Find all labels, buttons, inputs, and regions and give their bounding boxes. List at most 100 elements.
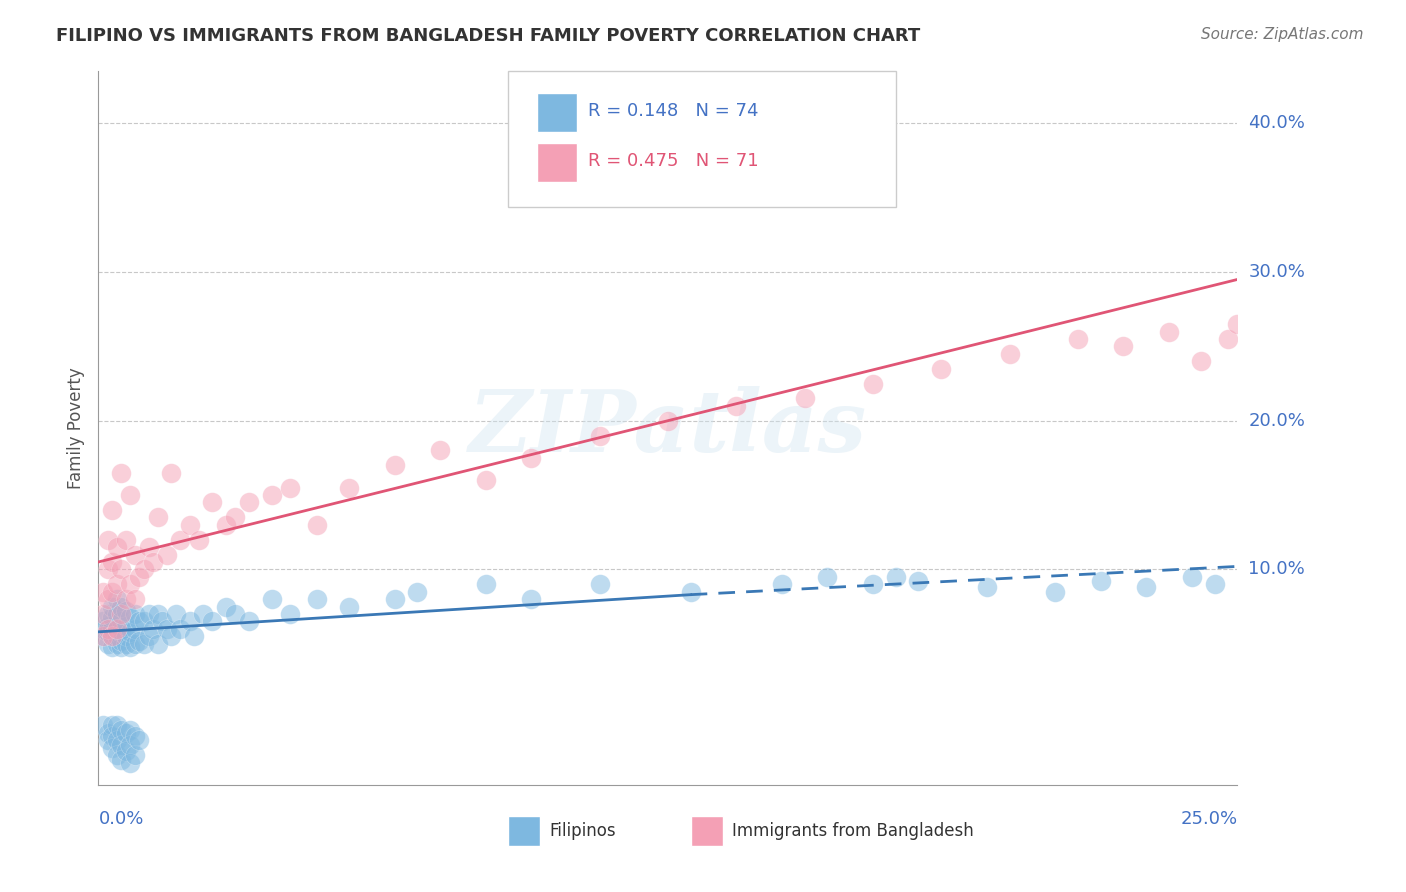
Point bbox=[96, 637, 118, 651]
Point bbox=[124, 607, 146, 621]
Point bbox=[187, 533, 209, 547]
Point bbox=[588, 577, 610, 591]
Point bbox=[96, 619, 118, 633]
Point bbox=[132, 637, 155, 651]
Point bbox=[169, 533, 191, 547]
Text: Family Poverty: Family Poverty bbox=[66, 368, 84, 489]
Point bbox=[862, 577, 884, 591]
Point bbox=[193, 607, 215, 621]
Point bbox=[96, 726, 118, 740]
Point bbox=[105, 592, 128, 607]
Point bbox=[1112, 339, 1135, 353]
Point bbox=[105, 629, 128, 643]
Point bbox=[238, 495, 260, 509]
Point bbox=[101, 584, 124, 599]
Point bbox=[429, 443, 451, 458]
Point bbox=[156, 622, 179, 636]
Text: Filipinos: Filipinos bbox=[550, 822, 616, 839]
Point bbox=[120, 723, 142, 737]
Point bbox=[124, 637, 146, 651]
Point bbox=[101, 555, 124, 569]
Point bbox=[96, 562, 118, 576]
Point bbox=[124, 748, 146, 763]
Point bbox=[770, 577, 793, 591]
Point bbox=[183, 629, 205, 643]
Point bbox=[91, 718, 114, 732]
Point bbox=[101, 629, 124, 643]
FancyBboxPatch shape bbox=[509, 815, 540, 846]
Point bbox=[224, 607, 246, 621]
Point bbox=[238, 615, 260, 629]
Point bbox=[114, 629, 136, 643]
Point bbox=[278, 607, 301, 621]
Point bbox=[815, 570, 838, 584]
Point bbox=[142, 622, 165, 636]
FancyBboxPatch shape bbox=[537, 93, 576, 132]
Point bbox=[1135, 580, 1157, 594]
Text: 10.0%: 10.0% bbox=[1249, 560, 1305, 578]
Point bbox=[114, 533, 136, 547]
Point bbox=[120, 488, 142, 502]
Point bbox=[124, 592, 146, 607]
Point bbox=[105, 637, 128, 651]
Point bbox=[307, 517, 329, 532]
Point bbox=[105, 622, 128, 636]
Point bbox=[160, 466, 183, 480]
Point bbox=[91, 607, 114, 621]
Point bbox=[96, 607, 118, 621]
Point bbox=[132, 615, 155, 629]
Text: 40.0%: 40.0% bbox=[1249, 114, 1305, 132]
Text: ZIPatlas: ZIPatlas bbox=[468, 386, 868, 470]
Point bbox=[1189, 354, 1212, 368]
Point bbox=[128, 615, 150, 629]
Point bbox=[179, 615, 201, 629]
Point bbox=[260, 592, 283, 607]
Point bbox=[929, 361, 952, 376]
Point bbox=[101, 729, 124, 743]
Point bbox=[215, 517, 238, 532]
Point bbox=[105, 622, 128, 636]
Point bbox=[105, 577, 128, 591]
Point bbox=[105, 748, 128, 763]
Point bbox=[124, 729, 146, 743]
Point bbox=[1090, 574, 1112, 589]
Point bbox=[96, 622, 118, 636]
Point bbox=[114, 744, 136, 758]
Point bbox=[884, 570, 907, 584]
Point bbox=[120, 624, 142, 639]
Point bbox=[520, 592, 543, 607]
Point bbox=[105, 607, 128, 621]
FancyBboxPatch shape bbox=[509, 71, 896, 207]
Point bbox=[1218, 332, 1240, 346]
Point bbox=[1157, 325, 1180, 339]
FancyBboxPatch shape bbox=[537, 143, 576, 182]
Point bbox=[1226, 317, 1249, 331]
Point bbox=[201, 615, 224, 629]
Point bbox=[101, 740, 124, 755]
Point bbox=[146, 510, 169, 524]
Point bbox=[1204, 577, 1226, 591]
Point bbox=[101, 622, 124, 636]
Point bbox=[96, 533, 118, 547]
Point bbox=[384, 458, 406, 473]
Point bbox=[105, 718, 128, 732]
FancyBboxPatch shape bbox=[690, 815, 723, 846]
Point bbox=[224, 510, 246, 524]
Point bbox=[110, 633, 132, 648]
Point bbox=[101, 718, 124, 732]
Point bbox=[120, 577, 142, 591]
Point bbox=[146, 607, 169, 621]
Point bbox=[142, 555, 165, 569]
Point bbox=[114, 726, 136, 740]
Point bbox=[201, 495, 224, 509]
Point bbox=[110, 607, 132, 621]
Point bbox=[138, 607, 160, 621]
Point bbox=[105, 733, 128, 747]
Point bbox=[862, 376, 884, 391]
Point bbox=[976, 580, 998, 594]
Point bbox=[474, 577, 496, 591]
Point bbox=[110, 753, 132, 767]
Point bbox=[156, 548, 179, 562]
Point bbox=[124, 548, 146, 562]
Text: 20.0%: 20.0% bbox=[1249, 412, 1305, 430]
